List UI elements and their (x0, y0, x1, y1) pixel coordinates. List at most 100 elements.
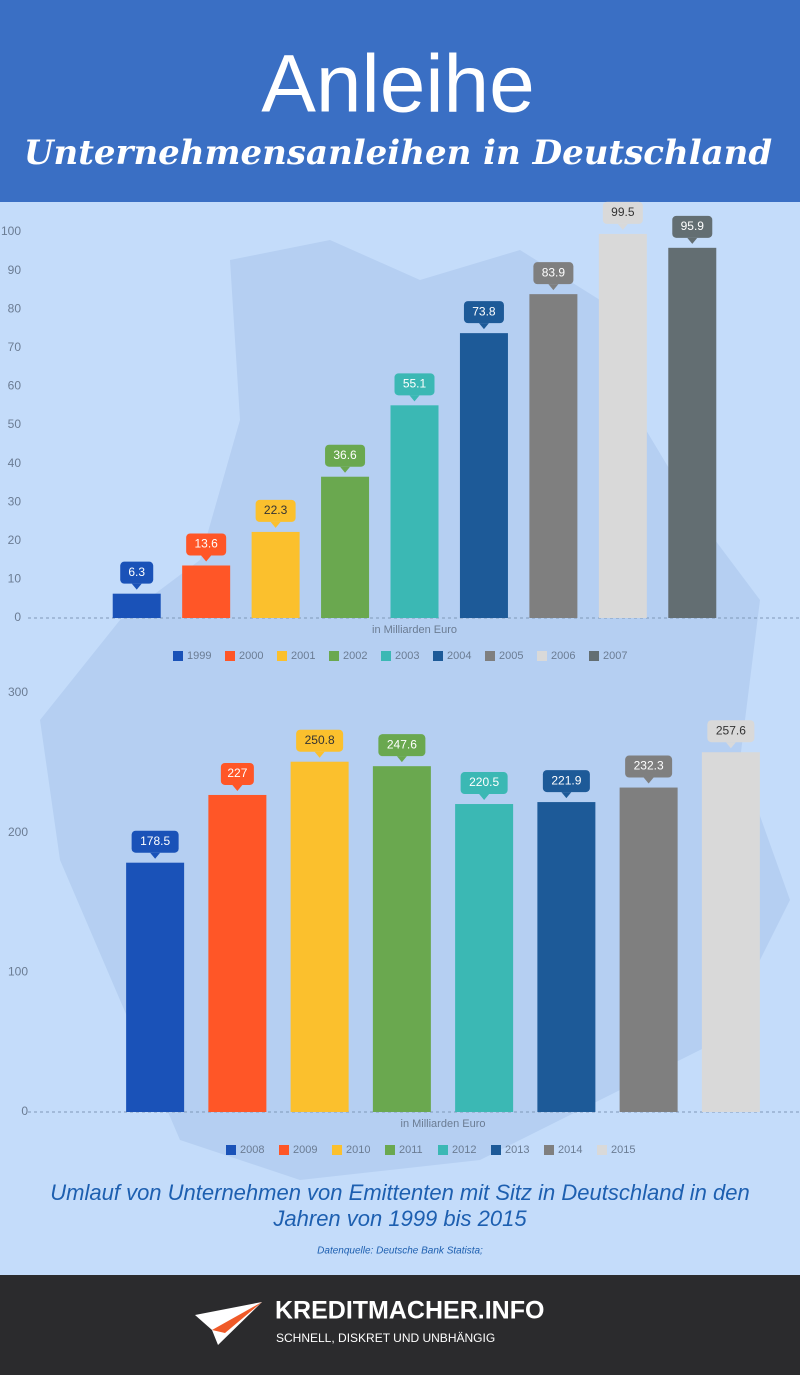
bar (126, 862, 185, 1112)
y-tick-label: 0 (21, 1104, 28, 1118)
y-tick-label: 0 (14, 610, 21, 624)
value-label-pointer (617, 223, 628, 230)
caption: Umlauf von Unternehmen von Emittenten mi… (50, 1180, 750, 1231)
value-label-pointer (478, 323, 489, 330)
legend-label: 2007 (603, 650, 627, 662)
legend-swatch (485, 651, 495, 661)
legend-swatch (544, 1145, 554, 1155)
value-label-box (220, 762, 254, 785)
value-label-box (533, 262, 574, 285)
y-tick-label: 20 (8, 533, 22, 547)
legend-swatch (279, 1145, 289, 1155)
legend-swatch (226, 1145, 236, 1155)
y-tick-label: 90 (8, 263, 22, 277)
value-label-pointer (201, 555, 212, 562)
bar (251, 531, 300, 618)
value-label: 99.5 (611, 205, 635, 219)
y-tick-label: 40 (8, 456, 22, 470)
value-label-box (542, 770, 590, 793)
bar (208, 794, 267, 1112)
header-band (0, 0, 800, 202)
legend-swatch (332, 1145, 342, 1155)
y-tick-label: 100 (1, 224, 21, 238)
value-label: 55.1 (403, 376, 427, 390)
value-label-box (378, 734, 426, 757)
legend-swatch (329, 651, 339, 661)
value-label-box (186, 533, 227, 556)
legend-label: 2014 (558, 1144, 582, 1156)
legend-swatch (173, 651, 183, 661)
y-tick-label: 80 (8, 301, 22, 315)
value-label-box (394, 373, 435, 396)
y-tick-label: 30 (8, 494, 22, 508)
legend-label: 2001 (291, 650, 315, 662)
value-label: 257.6 (716, 723, 746, 737)
bar (290, 761, 349, 1112)
legend-label: 2012 (452, 1144, 476, 1156)
value-label-pointer (232, 784, 243, 791)
bar (321, 476, 370, 618)
y-tick-label: 10 (8, 572, 22, 586)
legend-label: 2010 (346, 1144, 370, 1156)
value-label: 36.6 (333, 448, 357, 462)
y-tick-label: 300 (8, 685, 28, 699)
bar (182, 565, 231, 618)
legend-label: 2008 (240, 1144, 264, 1156)
value-label: 247.6 (387, 737, 417, 751)
source: Datenquelle: Deutsche Bank Statista; (317, 1246, 483, 1257)
y-tick-label: 70 (8, 340, 22, 354)
bar (537, 802, 596, 1112)
legend-label: 2002 (343, 650, 367, 662)
bar (372, 766, 431, 1112)
y-tick-label: 200 (8, 825, 28, 839)
value-label-box (460, 772, 508, 795)
legend-label: 2013 (505, 1144, 529, 1156)
value-label: 232.3 (634, 759, 664, 773)
value-label-box (602, 201, 643, 224)
value-label-pointer (548, 284, 559, 291)
legend-swatch (225, 651, 235, 661)
bar (112, 593, 161, 618)
legend-swatch (537, 651, 547, 661)
y-tick-label: 50 (8, 417, 22, 431)
legend-label: 2005 (499, 650, 523, 662)
value-label-pointer (131, 583, 142, 590)
header-title: Anleihe (261, 39, 535, 130)
x-axis-label: in Milliarden Euro (372, 624, 457, 636)
value-label: 220.5 (469, 775, 499, 789)
value-label-pointer (409, 395, 420, 402)
legend-label: 2003 (395, 650, 419, 662)
value-label: 221.9 (551, 773, 581, 787)
value-label: 83.9 (542, 265, 566, 279)
y-tick-label: 100 (8, 965, 28, 979)
legend-swatch (491, 1145, 501, 1155)
bar (668, 247, 717, 619)
legend-label: 2015 (611, 1144, 635, 1156)
legend-label: 2004 (447, 650, 471, 662)
value-label-pointer (687, 237, 698, 244)
legend-label: 2006 (551, 650, 575, 662)
value-label-box (463, 301, 504, 324)
brand: KREDITMACHER.INFO (275, 1297, 544, 1325)
value-label-box (672, 215, 713, 238)
legend-swatch (597, 1145, 607, 1155)
value-label-box (625, 755, 673, 778)
header-subtitle: Unternehmensanleihen in Deutschland (24, 133, 773, 173)
legend-label: 1999 (187, 650, 211, 662)
value-label: 227 (227, 766, 247, 780)
legend-swatch (385, 1145, 395, 1155)
value-label-pointer (479, 794, 490, 801)
value-label-box (131, 830, 179, 853)
logo-plane-accent (212, 1302, 262, 1333)
bar (619, 787, 678, 1112)
legend-label: 2000 (239, 650, 263, 662)
bar (459, 333, 508, 618)
value-label-box (120, 561, 154, 584)
value-label-pointer (643, 777, 654, 784)
legend-swatch (433, 651, 443, 661)
bar (701, 752, 760, 1112)
value-label: 22.3 (264, 503, 288, 517)
legend-swatch (381, 651, 391, 661)
